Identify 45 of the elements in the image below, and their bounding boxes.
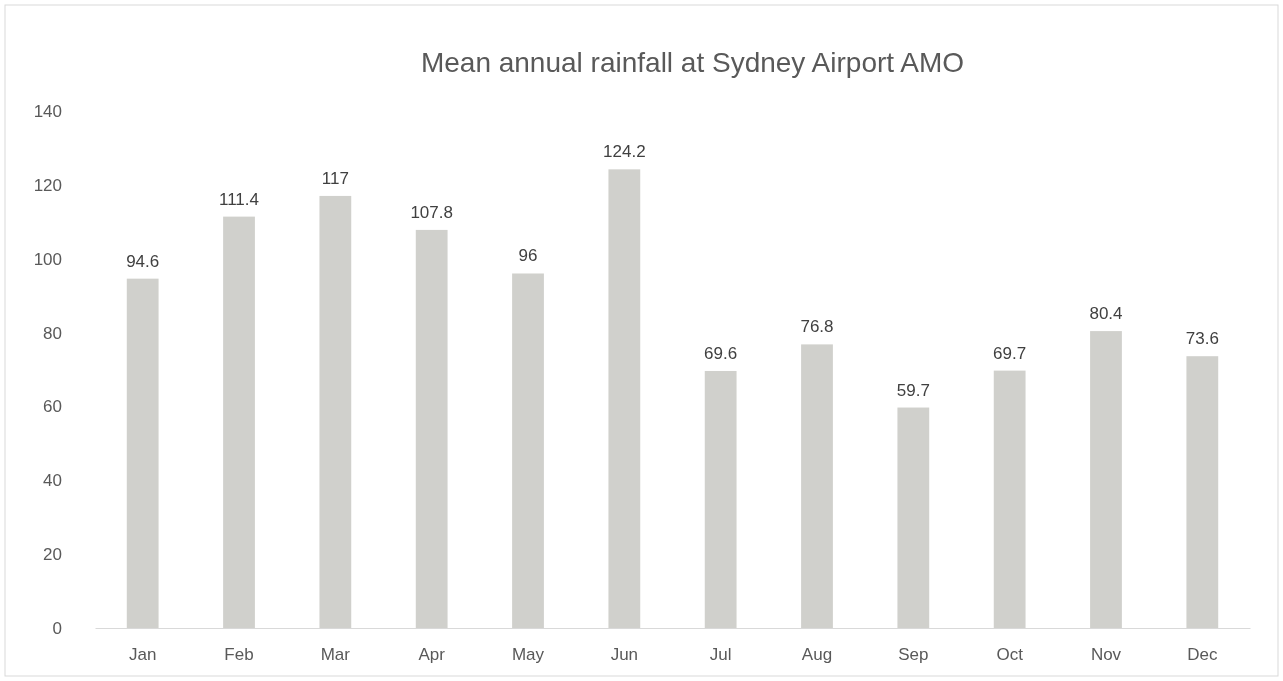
bar xyxy=(608,169,641,628)
x-tick-label: Jan xyxy=(128,645,157,665)
data-label: 76.8 xyxy=(800,317,834,337)
x-tick-label: Feb xyxy=(224,645,254,665)
data-label: 111.4 xyxy=(219,189,260,209)
y-tick-label: 140 xyxy=(33,101,62,121)
data-label: 73.6 xyxy=(1185,329,1219,349)
y-tick-label: 20 xyxy=(43,545,62,565)
x-tick-label: Sep xyxy=(898,645,929,665)
x-tick-label: Jul xyxy=(709,645,732,665)
bar xyxy=(126,278,159,628)
y-tick-label: 40 xyxy=(43,471,62,491)
x-tick-label: Oct xyxy=(996,645,1024,665)
x-tick-label: Apr xyxy=(418,645,446,665)
bar xyxy=(704,370,737,628)
chart-title: Mean annual rainfall at Sydney Airport AMO xyxy=(420,47,965,78)
data-label: 94.6 xyxy=(126,251,160,271)
x-tick-label: Dec xyxy=(1187,645,1218,665)
y-tick-label: 100 xyxy=(33,249,62,269)
bar xyxy=(1186,356,1219,628)
bar xyxy=(993,370,1026,628)
bar xyxy=(512,273,544,628)
x-tick-label: Mar xyxy=(320,645,351,665)
bar xyxy=(223,216,255,628)
y-tick-label: 120 xyxy=(33,175,62,195)
bar xyxy=(801,344,833,628)
data-label: 117 xyxy=(321,168,349,188)
x-tick-label: Nov xyxy=(1090,645,1122,665)
bar xyxy=(1090,331,1122,628)
bar xyxy=(319,195,352,628)
data-label: 69.7 xyxy=(993,343,1027,363)
y-tick-label: 0 xyxy=(52,618,62,638)
data-label: 80.4 xyxy=(1089,304,1123,324)
bar xyxy=(415,229,448,628)
x-tick-label: Jun xyxy=(610,645,639,665)
x-tick-label: Aug xyxy=(801,645,833,665)
data-label: 96 xyxy=(518,246,538,266)
y-tick-label: 60 xyxy=(43,397,62,417)
y-tick-label: 80 xyxy=(43,323,62,343)
data-label: 124.2 xyxy=(603,142,646,162)
data-label: 69.6 xyxy=(704,343,738,363)
data-label: 59.7 xyxy=(896,380,930,400)
bar xyxy=(897,407,930,628)
data-label: 107.8 xyxy=(410,202,453,222)
x-tick-label: May xyxy=(511,645,545,665)
